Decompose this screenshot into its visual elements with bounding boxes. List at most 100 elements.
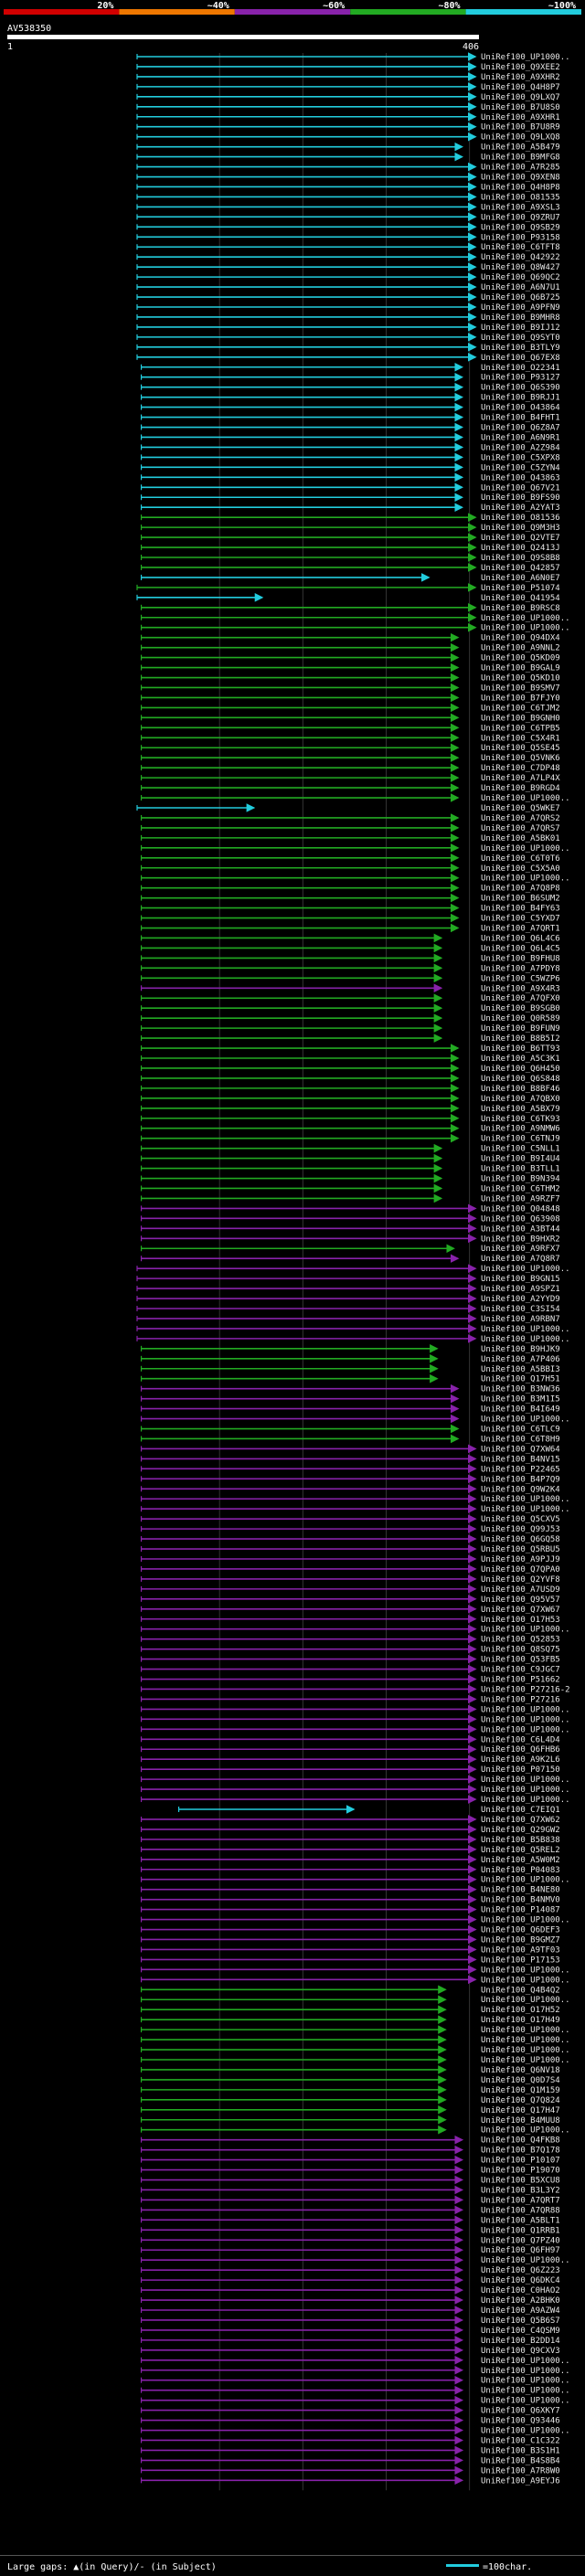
hit-row[interactable]: UniRef100_C5X4R1 <box>140 733 560 743</box>
hit-row[interactable]: UniRef100_A5C3K1 <box>140 1054 560 1064</box>
hit-label[interactable]: UniRef100_Q9LXQ7 <box>481 93 560 102</box>
hit-label[interactable]: UniRef100_Q7XW62 <box>481 1816 560 1825</box>
hit-row[interactable]: UniRef100_B9HJK9 <box>140 1344 560 1354</box>
hit-row[interactable]: UniRef100_B3M1I5 <box>140 1394 560 1405</box>
hit-label[interactable]: UniRef100_Q6FH97 <box>481 2246 560 2255</box>
hit-label[interactable]: UniRef100_Q6DKC4 <box>481 2276 560 2285</box>
hit-label[interactable]: UniRef100_Q7XW64 <box>481 1445 560 1454</box>
hit-label[interactable]: UniRef100_UP1000.. <box>481 624 570 633</box>
hit-row[interactable]: UniRef100_Q9SB29 <box>136 222 560 232</box>
hit-row[interactable]: UniRef100_UP1000.. <box>140 2255 570 2265</box>
hit-row[interactable]: UniRef100_A2Z984 <box>140 442 560 452</box>
hit-label[interactable]: UniRef100_A9PFN9 <box>481 303 560 313</box>
hit-row[interactable]: UniRef100_B9GN15 <box>136 1274 560 1284</box>
hit-label[interactable]: UniRef100_P04083 <box>481 1866 560 1875</box>
hit-label[interactable]: UniRef100_A9RFX7 <box>481 1245 560 1254</box>
hit-label[interactable]: UniRef100_Q9SYT0 <box>481 334 560 343</box>
hit-row[interactable]: UniRef100_B8B5I2 <box>140 1034 560 1044</box>
hit-label[interactable]: UniRef100_B3TLL1 <box>481 1165 560 1174</box>
hit-row[interactable]: UniRef100_UP1000.. <box>140 1995 570 2005</box>
hit-label[interactable]: UniRef100_Q99J53 <box>481 1525 560 1534</box>
hit-row[interactable]: UniRef100_B9SGB0 <box>140 1003 560 1013</box>
hit-row[interactable]: UniRef100_A7R285 <box>136 162 560 173</box>
hit-row[interactable]: UniRef100_B5B838 <box>140 1835 560 1845</box>
hit-row[interactable]: UniRef100_P51662 <box>140 1674 560 1685</box>
hit-row[interactable]: UniRef100_Q4H8P7 <box>136 82 560 92</box>
hit-label[interactable]: UniRef100_B9MFG8 <box>481 154 560 163</box>
hit-label[interactable]: UniRef100_O22341 <box>481 364 560 373</box>
hit-row[interactable]: UniRef100_UP1000.. <box>136 1324 570 1334</box>
hit-row[interactable]: UniRef100_A2YAT3 <box>140 503 560 513</box>
hit-row[interactable]: UniRef100_Q63908 <box>140 1214 560 1224</box>
hit-label[interactable]: UniRef100_B9I4U4 <box>481 1155 560 1164</box>
hit-label[interactable]: UniRef100_Q7PZ40 <box>481 2236 560 2245</box>
hit-row[interactable]: UniRef100_B7U8R9 <box>136 122 560 133</box>
hit-label[interactable]: UniRef100_Q0R589 <box>481 1014 560 1023</box>
hit-label[interactable]: UniRef100_Q17H51 <box>481 1375 560 1384</box>
hit-label[interactable]: UniRef100_Q5RBU5 <box>481 1545 560 1554</box>
hit-label[interactable]: UniRef100_A7QRS7 <box>481 824 560 833</box>
hit-label[interactable]: UniRef100_A7QR88 <box>481 2206 560 2215</box>
hit-label[interactable]: UniRef100_Q8W427 <box>481 263 560 272</box>
hit-row[interactable]: UniRef100_UP1000.. <box>140 2055 570 2065</box>
hit-row[interactable]: UniRef100_UP1000.. <box>140 2385 570 2396</box>
hit-label[interactable]: UniRef100_Q9S8B8 <box>481 554 560 563</box>
hit-label[interactable]: UniRef100_O17H52 <box>481 2006 560 2015</box>
hit-row[interactable]: UniRef100_UP1000.. <box>140 2125 570 2136</box>
hit-label[interactable]: UniRef100_B7U8R9 <box>481 123 560 133</box>
hit-label[interactable]: UniRef100_UP1000.. <box>481 1626 570 1635</box>
hit-label[interactable]: UniRef100_UP1000.. <box>481 1976 570 1985</box>
hit-label[interactable]: UniRef100_Q4H8P7 <box>481 83 560 92</box>
hit-row[interactable]: UniRef100_A9SPZ1 <box>136 1284 560 1294</box>
hit-row[interactable]: UniRef100_P17153 <box>140 1955 560 1965</box>
hit-row[interactable]: UniRef100_B9RSC8 <box>140 602 560 613</box>
hit-row[interactable]: UniRef100_B3TLY9 <box>136 343 560 353</box>
hit-row[interactable]: UniRef100_UP1000.. <box>140 2045 570 2055</box>
hit-label[interactable]: UniRef100_Q93446 <box>481 2417 560 2426</box>
hit-label[interactable]: UniRef100_Q52853 <box>481 1636 560 1645</box>
hit-row[interactable]: UniRef100_C3SI54 <box>136 1304 560 1314</box>
hit-label[interactable]: UniRef100_A9TF03 <box>481 1945 560 1955</box>
hit-label[interactable]: UniRef100_B4I649 <box>481 1405 560 1415</box>
hit-row[interactable]: UniRef100_C7EIQ1 <box>177 1805 560 1815</box>
hit-label[interactable]: UniRef100_UP1000.. <box>481 1786 570 1795</box>
hit-row[interactable]: UniRef100_C5X5A0 <box>140 863 560 874</box>
hit-row[interactable]: UniRef100_Q4H8P8 <box>136 182 560 192</box>
hit-row[interactable]: UniRef100_UP1000.. <box>140 1795 570 1805</box>
hit-label[interactable]: UniRef100_C6T8H9 <box>481 1435 560 1444</box>
hit-row[interactable]: UniRef100_A7Q8P8 <box>140 883 560 894</box>
hit-row[interactable]: UniRef100_Q9S8B8 <box>140 553 560 563</box>
hit-label[interactable]: UniRef100_UP1000.. <box>481 2256 570 2265</box>
hit-label[interactable]: UniRef100_Q04848 <box>481 1204 560 1214</box>
hit-row[interactable]: UniRef100_P04083 <box>140 1864 560 1875</box>
hit-label[interactable]: UniRef100_Q6H450 <box>481 1065 560 1074</box>
hit-row[interactable]: UniRef100_Q5VNK6 <box>140 753 560 763</box>
hit-row[interactable]: UniRef100_B9RJJ1 <box>140 392 560 403</box>
hit-label[interactable]: UniRef100_P22465 <box>481 1465 560 1474</box>
hit-row[interactable]: UniRef100_A9K2L6 <box>140 1754 560 1765</box>
hit-row[interactable]: UniRef100_A7PDY8 <box>140 963 560 973</box>
hit-label[interactable]: UniRef100_B4S8B4 <box>481 2456 560 2465</box>
hit-label[interactable]: UniRef100_A5B479 <box>481 143 560 153</box>
hit-label[interactable]: UniRef100_UP1000.. <box>481 1415 570 1425</box>
hit-label[interactable]: UniRef100_A6N9R1 <box>481 433 560 442</box>
hit-label[interactable]: UniRef100_Q9CXV3 <box>481 2347 560 2356</box>
hit-label[interactable]: UniRef100_A7R8W0 <box>481 2466 560 2475</box>
hit-row[interactable]: UniRef100_UP1000.. <box>140 2375 570 2386</box>
hit-row[interactable]: UniRef100_UP1000.. <box>136 52 570 62</box>
hit-label[interactable]: UniRef100_B9N394 <box>481 1175 560 1184</box>
hit-row[interactable]: UniRef100_B4FY63 <box>140 903 560 914</box>
hit-label[interactable]: UniRef100_B5XCU8 <box>481 2177 560 2186</box>
hit-row[interactable]: UniRef100_C6TNJ9 <box>140 1133 560 1144</box>
hit-label[interactable]: UniRef100_A7Q8P8 <box>481 885 560 894</box>
hit-label[interactable]: UniRef100_A5W0M2 <box>481 1856 560 1865</box>
hit-label[interactable]: UniRef100_A9AZW4 <box>481 2306 560 2316</box>
hit-row[interactable]: UniRef100_P93127 <box>140 372 560 383</box>
hit-row[interactable]: UniRef100_A3BT44 <box>140 1224 560 1234</box>
hit-label[interactable]: UniRef100_A5BX79 <box>481 1105 560 1114</box>
hit-row[interactable]: UniRef100_B9SMV7 <box>140 683 560 693</box>
hit-row[interactable]: UniRef100_Q04848 <box>140 1203 560 1214</box>
hit-row[interactable]: UniRef100_B7FJY0 <box>140 693 560 703</box>
hit-label[interactable]: UniRef100_UP1000.. <box>481 1876 570 1885</box>
hit-label[interactable]: UniRef100_Q1M159 <box>481 2086 560 2095</box>
